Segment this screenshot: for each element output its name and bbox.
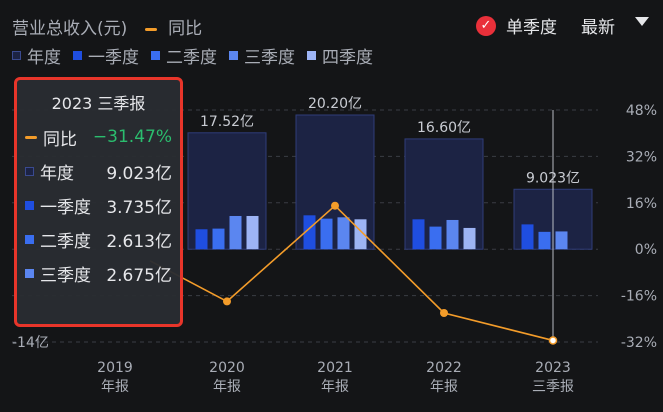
q2-swatch-icon — [151, 51, 160, 60]
quarter-bar — [195, 229, 208, 250]
quarter-bar — [229, 215, 242, 250]
tooltip-row-year: 年度 9.023亿 — [17, 154, 180, 188]
q1-swatch-icon — [25, 200, 34, 210]
x-tick-sublabel: 年报 — [430, 379, 458, 395]
q1-swatch-icon — [73, 51, 82, 60]
quarter-bar — [303, 215, 316, 250]
q3-swatch-icon — [229, 51, 238, 60]
x-tick-label: 2022 — [426, 360, 462, 376]
x-tick-label: 2020 — [209, 360, 245, 376]
tooltip-row-q2: 二季度 2.613亿 — [17, 222, 180, 256]
legend-item-q1[interactable]: 一季度 — [73, 43, 139, 68]
tooltip-yoy-value: −31.47% — [92, 127, 172, 147]
legend: 年度 一季度 二季度 三季度 四季度 — [12, 43, 373, 68]
yoy-legend-label: 同比 — [168, 19, 203, 39]
annual-bar-label: 17.52亿 — [200, 114, 254, 130]
x-tick-sublabel: 三季报 — [532, 379, 574, 395]
title-text: 营业总收入(元) — [12, 19, 128, 39]
quarter-bar — [555, 231, 568, 250]
yoy-point — [331, 201, 339, 210]
right-tick-label: 48% — [626, 103, 657, 119]
chart-title: 营业总收入(元) 同比 — [12, 14, 202, 39]
yoy-line-icon — [25, 135, 37, 139]
legend-item-q4[interactable]: 四季度 — [307, 43, 373, 68]
tooltip-panel: 2023 三季报 同比 −31.47% 年度 9.023亿 一季度 3.735亿… — [14, 77, 183, 327]
q4-swatch-icon — [307, 51, 316, 60]
single-quarter-toggle[interactable]: 单季度 — [506, 18, 557, 38]
x-tick-sublabel: 年报 — [101, 379, 129, 395]
year-swatch-icon — [12, 51, 21, 60]
q2-swatch-icon — [25, 234, 34, 244]
yoy-line-icon — [144, 27, 157, 31]
check-icon[interactable]: ✓ — [476, 15, 496, 36]
quarter-bar — [429, 226, 442, 250]
yoy-point — [440, 309, 448, 317]
annual-bar-label: 16.60亿 — [417, 120, 471, 136]
x-tick-label: 2019 — [97, 360, 133, 376]
tooltip-row-yoy: 同比 −31.47% — [17, 120, 180, 154]
left-tick-label: -14亿 — [12, 335, 49, 351]
annual-bar-label: 20.20亿 — [308, 96, 362, 112]
q3-swatch-icon — [25, 268, 34, 278]
tooltip-row-q3: 三季度 2.675亿 — [17, 256, 180, 290]
right-tick-label: -16% — [621, 289, 657, 305]
quarter-bar — [246, 215, 259, 250]
caret-down-icon[interactable] — [635, 17, 649, 26]
quarter-bar — [446, 219, 459, 250]
quarter-bar — [320, 218, 333, 250]
x-tick-sublabel: 年报 — [213, 379, 241, 395]
legend-item-year[interactable]: 年度 — [12, 43, 61, 68]
yoy-point — [223, 297, 231, 306]
right-tick-label: 16% — [626, 196, 657, 212]
x-tick-label: 2021 — [317, 360, 353, 376]
latest-dropdown[interactable]: 最新 — [581, 18, 615, 38]
right-tick-label: 32% — [626, 149, 657, 165]
tooltip-title: 2023 三季报 — [51, 94, 146, 113]
quarter-bar — [337, 217, 350, 250]
quarter-bar — [463, 227, 476, 250]
x-tick-label: 2023 — [535, 360, 571, 376]
header-controls: ✓ 单季度 最新 — [476, 13, 649, 38]
x-tick-sublabel: 年报 — [321, 379, 349, 395]
right-tick-label: -32% — [621, 335, 657, 351]
yoy-point — [548, 336, 558, 345]
right-tick-label: 0% — [635, 242, 657, 258]
year-swatch-icon — [25, 166, 34, 176]
quarter-bar — [521, 224, 534, 250]
quarter-bar — [412, 219, 425, 250]
legend-item-q2[interactable]: 二季度 — [151, 43, 217, 68]
quarter-bar — [212, 228, 225, 250]
quarter-bar — [538, 231, 551, 250]
tooltip-row-q1: 一季度 3.735亿 — [17, 188, 180, 222]
legend-item-q3[interactable]: 三季度 — [229, 43, 295, 68]
